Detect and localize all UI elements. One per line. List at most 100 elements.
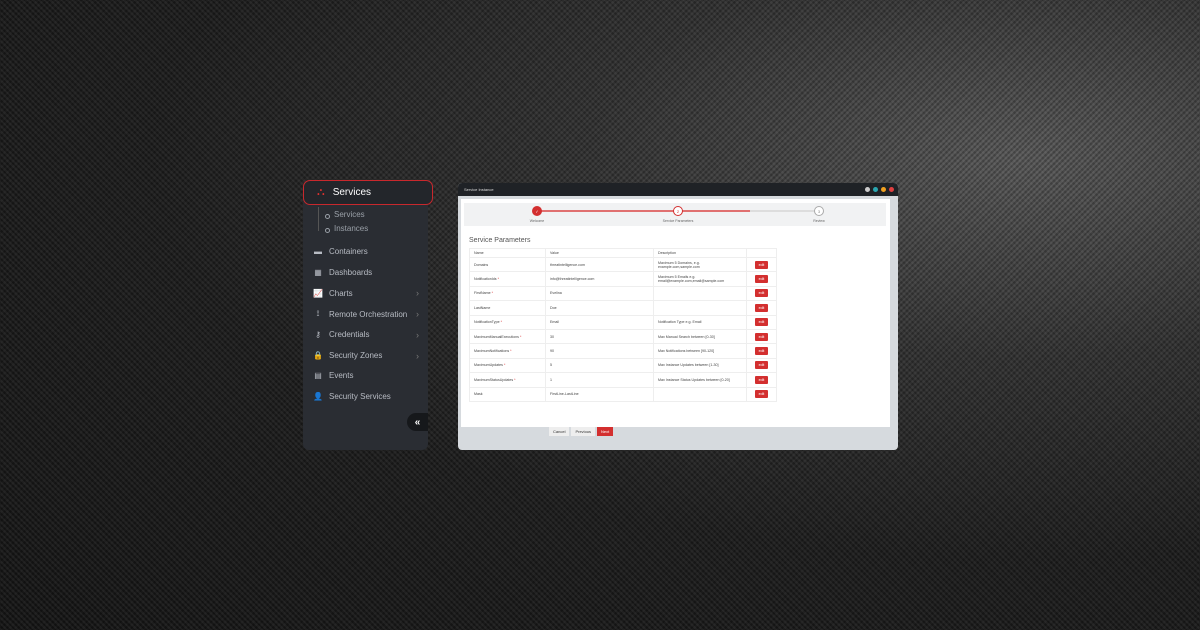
folder-icon: ▬	[314, 247, 322, 256]
window-control-dot-0[interactable]	[865, 187, 870, 192]
user-shield-icon: 👤	[313, 391, 323, 401]
sidebar-item-label: Security Services	[329, 391, 391, 401]
sidebar-item-label: Containers	[329, 247, 368, 256]
sidebar-item-remote-orchestration[interactable]: ⟟ Remote Orchestration ›	[313, 309, 420, 319]
step-1-icon[interactable]: ✓	[532, 206, 542, 216]
table-row: FirstName * Evelina edit	[469, 285, 777, 302]
sidebar-item-label: Credentials	[329, 330, 370, 340]
param-description: Maximum 5 Domains, e.g. example.com,samp…	[653, 256, 747, 273]
window-control-dot-3[interactable]	[889, 187, 894, 192]
step-3-label: Review	[813, 219, 825, 223]
col-name: Name	[469, 248, 546, 258]
param-name: NotificationType *	[469, 314, 546, 330]
param-name: Mask	[469, 386, 546, 402]
table-row: Domains threatintelligence.com Maximum 5 D…	[469, 256, 777, 273]
param-value: Evelina	[545, 285, 654, 302]
param-description: Max Instance Updates between [1-30]	[653, 357, 747, 374]
key-icon: ⚷	[315, 330, 321, 340]
sidebar-item-security-services[interactable]: 👤 Security Services	[313, 392, 419, 401]
step-2-icon[interactable]: 2	[673, 206, 683, 216]
edit-button[interactable]: edit	[754, 347, 769, 356]
window-title: Service Instance	[464, 187, 494, 192]
grid-icon: ▦	[314, 267, 322, 277]
edit-button[interactable]: edit	[754, 275, 769, 284]
step-2-label: Service Parameters	[662, 219, 694, 223]
table-row: MaximumStatusUpdates * 1 Max Instance Stat…	[469, 372, 777, 388]
param-description: Maximum 5 Emails e.g. email@example.com,…	[653, 271, 747, 287]
table-row: Mask FirstLine-LastLine edit	[469, 386, 777, 402]
param-name: MaximumManualExecutions *	[469, 328, 546, 345]
table-row: LastName Doe edit	[469, 300, 777, 316]
edit-button[interactable]: edit	[754, 303, 769, 312]
param-value: Doe	[545, 300, 654, 316]
param-description	[653, 386, 747, 402]
table-row: MaximumUpdates * 5 Max Instance Updates be…	[469, 357, 777, 374]
param-name: FirstName *	[469, 285, 546, 302]
sidebar-header-label: Services	[332, 187, 372, 198]
window-control-dot-1[interactable]	[873, 187, 878, 192]
lock-icon: 🔒	[313, 351, 323, 360]
edit-button[interactable]: edit	[754, 332, 769, 341]
param-name: NotificationIds *	[469, 271, 546, 287]
param-name: MaximumUpdates *	[469, 357, 546, 374]
sidebar-item-security-zones[interactable]: 🔒 Security Zones ›	[313, 351, 419, 361]
edit-button[interactable]: edit	[754, 361, 769, 370]
window-control-dot-2[interactable]	[881, 187, 886, 192]
sidebar-subitem-services[interactable]: Services	[325, 210, 365, 219]
sidebar-item-label: Dashboards	[329, 267, 373, 277]
next-button[interactable]: Next	[597, 427, 614, 436]
sidebar-item-charts[interactable]: 📈 Charts ›	[313, 288, 419, 298]
param-description: Max Instance Status Updates between [0-2…	[653, 372, 747, 388]
param-value: info@threatintelligence.com	[545, 271, 654, 287]
window-controls	[865, 187, 894, 192]
sidebar-item-label: Events	[329, 371, 354, 381]
param-description	[653, 300, 747, 316]
chevron-right-icon: ›	[416, 288, 419, 299]
table-row: MaximumNotifications * 90 Max Notification…	[469, 343, 777, 359]
antenna-icon: ⟟	[316, 309, 320, 319]
param-value: threatintelligence.com	[545, 256, 654, 273]
param-description: Max Notifications between [90-120]	[653, 343, 747, 359]
parameters-table: Name Value Description Domains threatinte…	[469, 248, 777, 402]
sidebar-subitem-instances[interactable]: Instances	[324, 224, 369, 233]
table-row: MaximumManualExecutions * 30 Max Manual Se…	[469, 328, 777, 345]
sidebar-item-credentials[interactable]: ⚷ Credentials ›	[313, 330, 419, 340]
sidebar-item-label: Charts	[329, 288, 353, 298]
param-description: Notification Type e.g. Email	[653, 314, 747, 330]
param-value: 1	[545, 372, 654, 388]
sidebar-item-dashboards[interactable]: ▦ Dashboards	[313, 268, 419, 277]
col-value: Value	[545, 248, 654, 258]
edit-button[interactable]: edit	[754, 318, 769, 327]
edit-button[interactable]: edit	[754, 375, 769, 384]
stepper-progress	[537, 210, 750, 212]
sidebar-item-label: Remote Orchestration	[329, 309, 408, 319]
param-value: 90	[545, 343, 654, 359]
edit-button[interactable]: edit	[754, 260, 769, 269]
chevron-right-icon: ›	[416, 350, 419, 361]
stepper: ✓ 2 3 Welcome Service Parameters Review	[464, 203, 886, 226]
chart-icon: 📈	[313, 288, 323, 298]
section-title: Service Parameters	[469, 237, 531, 244]
chevron-right-icon: ›	[416, 329, 419, 340]
param-name: MaximumNotifications *	[469, 343, 546, 359]
edit-button[interactable]: edit	[754, 289, 769, 298]
sidebar	[303, 180, 428, 450]
collapse-sidebar-button[interactable]: «	[407, 413, 428, 431]
param-value: Email	[545, 314, 654, 330]
sidebar-item-containers[interactable]: ▬ Containers	[313, 247, 419, 256]
sidebar-services-header[interactable]: ⛬ Services	[303, 180, 433, 205]
edit-button[interactable]: edit	[754, 390, 769, 399]
window-titlebar: Service Instance	[458, 183, 898, 196]
param-value: 5	[545, 357, 654, 374]
previous-button[interactable]: Previous	[571, 427, 596, 436]
col-actions	[746, 248, 777, 258]
table-row: NotificationType * Email Notification Type…	[469, 314, 777, 330]
sidebar-item-label: Security Zones	[329, 351, 383, 360]
param-name: Domains	[469, 256, 546, 273]
network-icon: ⛬	[317, 186, 325, 198]
step-3-icon[interactable]: 3	[814, 206, 824, 216]
sidebar-item-events[interactable]: ▤ Events	[313, 371, 419, 380]
service-instance-window: Service Instance ✓ 2 3 Welcome Service P…	[458, 183, 898, 450]
cancel-button[interactable]: Cancel	[549, 427, 570, 436]
step-1-label: Welcome	[529, 219, 545, 223]
